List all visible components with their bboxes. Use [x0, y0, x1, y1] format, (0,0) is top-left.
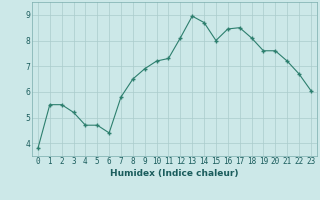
X-axis label: Humidex (Indice chaleur): Humidex (Indice chaleur): [110, 169, 239, 178]
